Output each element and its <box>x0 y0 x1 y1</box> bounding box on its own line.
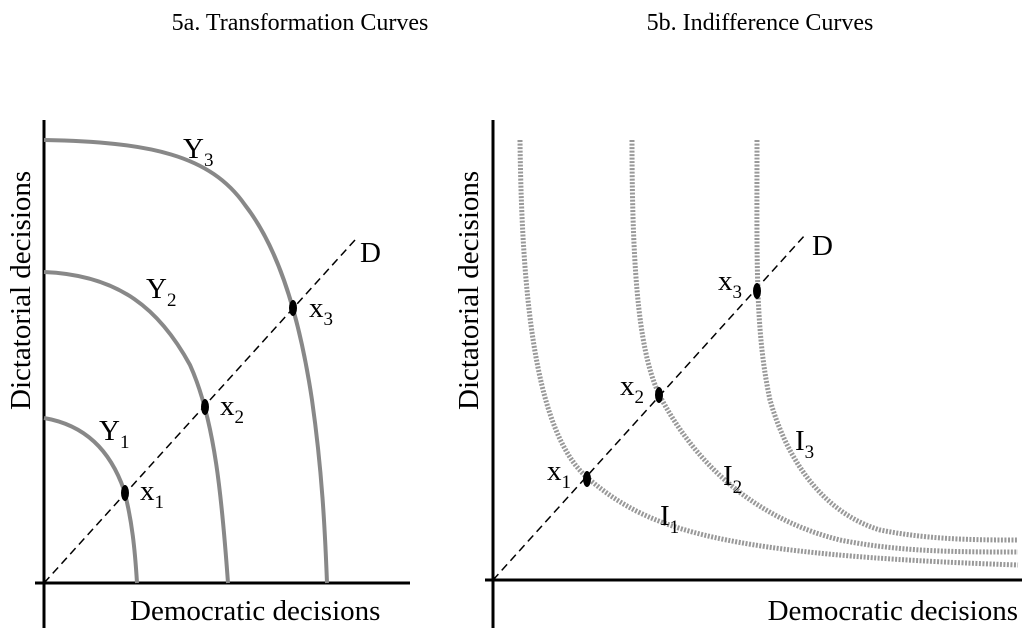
curve <box>43 270 230 584</box>
curve <box>754 139 1019 543</box>
curve-label: Y1 <box>99 415 129 453</box>
point <box>655 387 663 403</box>
point-label: x3 <box>309 292 333 330</box>
y-axis-label: Dictatorial decisions <box>5 171 37 410</box>
point <box>289 300 297 316</box>
curve <box>517 139 1019 568</box>
curve-label: Y2 <box>146 273 176 311</box>
point-label: x1 <box>547 455 571 493</box>
point-label: x2 <box>220 390 244 428</box>
y-axis-label: Dictatorial decisions <box>453 171 485 410</box>
curve-label: I2 <box>723 460 742 498</box>
point-label: x3 <box>718 265 742 303</box>
point <box>753 283 761 299</box>
panel-a: Y1 Y2 Y3 x1 x2 x3 D Democratic decisions… <box>5 120 410 628</box>
line-label: D <box>812 230 833 262</box>
panel-b: I1 I2 I3 x1 x2 x3 D Democratic decisions… <box>453 120 1022 628</box>
point <box>121 485 129 501</box>
point <box>201 399 209 415</box>
line-label: D <box>360 237 381 269</box>
curve-label: I3 <box>795 425 814 463</box>
curve-label: Y3 <box>183 133 213 171</box>
panel-title: 5a. Transformation Curves <box>172 10 429 36</box>
point <box>583 471 591 487</box>
panel-title: 5b. Indifference Curves <box>647 10 874 36</box>
curve <box>43 138 329 584</box>
point-label: x1 <box>140 475 164 513</box>
point-label: x2 <box>620 370 644 408</box>
x-axis-label: Democratic decisions <box>130 595 380 627</box>
curve-label: I1 <box>660 500 679 538</box>
x-axis-label: Democratic decisions <box>768 595 1018 627</box>
curve <box>629 139 1019 555</box>
